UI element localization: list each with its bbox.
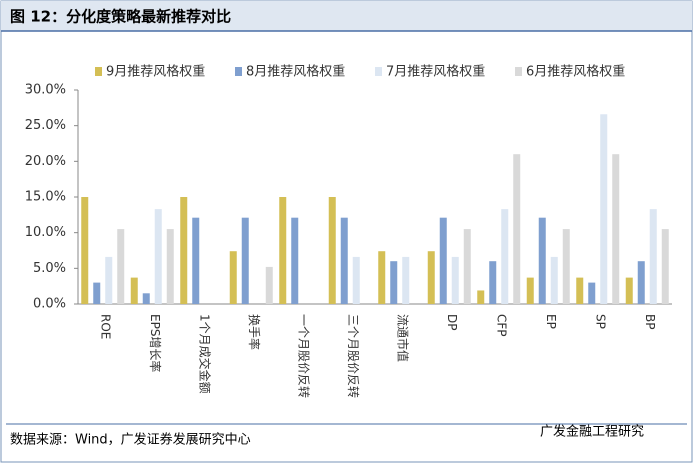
x-tick-label: 一个月股价反转 [296, 314, 311, 398]
bar [562, 229, 570, 304]
watermark: 广发金融工程研究 [540, 424, 644, 440]
bar [117, 229, 125, 304]
bar [612, 154, 620, 304]
x-tick-label: 换手率 [247, 314, 262, 350]
x-tick-label: 流通市值 [395, 314, 410, 362]
bar [180, 197, 188, 304]
x-tick-label: 三个月股价反转 [346, 314, 361, 398]
bar [192, 217, 200, 304]
bar [501, 209, 509, 304]
bar [130, 277, 138, 304]
bar [526, 277, 534, 304]
bar [142, 293, 150, 304]
bar [649, 209, 657, 304]
bar [291, 217, 299, 304]
x-tick-label: ROE [98, 314, 112, 339]
bar [439, 217, 447, 304]
chart-title: 图 12：分化度策略最新推荐对比 [10, 8, 231, 26]
bar [105, 256, 113, 304]
x-tick-label: DP [445, 314, 459, 330]
bar [538, 217, 546, 304]
bar [93, 282, 101, 304]
bar [390, 261, 398, 304]
bar [600, 114, 608, 305]
x-tick-label: BP [643, 314, 657, 329]
legend-label: 8月推荐风格权重 [246, 64, 345, 80]
bar [463, 229, 471, 304]
legend-label: 9月推荐风格权重 [106, 64, 205, 80]
bar [477, 290, 485, 304]
bar [378, 251, 386, 304]
bar [637, 261, 645, 304]
source: 数据来源：Wind，广发证券发展研究中心 [10, 432, 251, 448]
y-tick-label: 25.0% [25, 118, 66, 133]
bar [81, 197, 89, 304]
y-tick-label: 0.0% [33, 297, 66, 312]
bar [427, 251, 435, 304]
y-tick-label: 5.0% [33, 261, 66, 276]
bar [328, 197, 336, 304]
bar [661, 229, 669, 304]
bar [241, 217, 249, 304]
x-tick-label: CFP [494, 314, 508, 337]
legend-swatch [235, 67, 242, 76]
x-tick-label: EPS增长率 [148, 314, 163, 372]
bar [576, 277, 584, 304]
bar [402, 256, 410, 304]
bar [550, 256, 558, 304]
legend-swatch [515, 67, 522, 76]
header-band [1, 1, 692, 31]
legend-swatch [95, 67, 102, 76]
x-tick-label: SP [593, 314, 607, 329]
bar [352, 256, 360, 304]
bar [588, 282, 596, 304]
bar [229, 251, 237, 304]
legend-label: 6月推荐风格权重 [526, 64, 625, 80]
bar [265, 266, 273, 304]
y-tick-label: 10.0% [25, 225, 66, 240]
bar [451, 256, 459, 304]
x-tick-label: EP [544, 314, 558, 329]
y-tick-label: 30.0% [25, 83, 66, 98]
bar [279, 197, 287, 304]
x-tick-label: 1个月成交金额 [197, 314, 212, 394]
legend-label: 7月推荐风格权重 [386, 64, 485, 80]
bar [489, 261, 497, 304]
bar [625, 277, 633, 304]
bar [166, 229, 174, 304]
bar [513, 154, 521, 304]
y-tick-label: 15.0% [25, 190, 66, 205]
bar [154, 209, 162, 304]
bar [340, 217, 348, 304]
legend-swatch [375, 67, 382, 76]
y-tick-label: 20.0% [25, 154, 66, 169]
